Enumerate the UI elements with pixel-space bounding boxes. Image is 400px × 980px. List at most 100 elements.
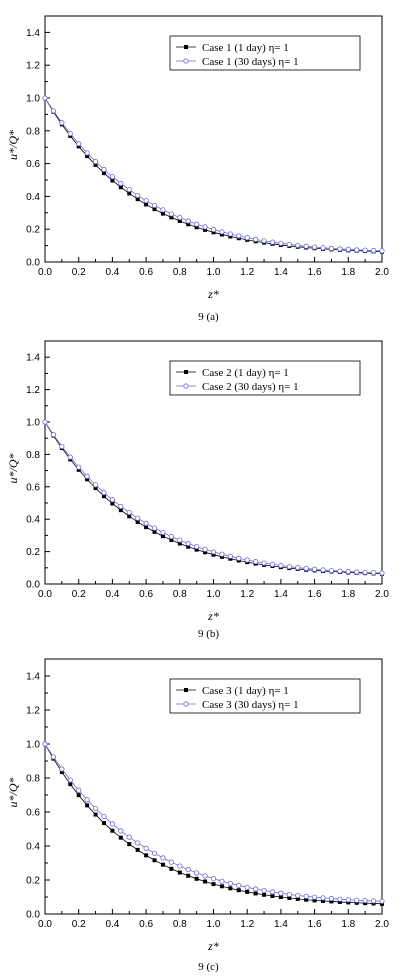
data-point <box>262 892 267 897</box>
legend: Case 1 (1 day) η= 1 Case 1 (30 days) η= 1 <box>169 35 361 71</box>
data-point <box>370 570 377 576</box>
data-point <box>278 562 284 569</box>
data-point <box>92 805 99 812</box>
data-point <box>278 895 283 899</box>
figure-caption: 9 (a) <box>198 311 219 323</box>
data-point <box>126 834 132 840</box>
x-tick-label: 0.4 <box>105 919 119 930</box>
x-tick-label: 2.0 <box>375 267 389 278</box>
data-point <box>312 898 317 903</box>
data-point <box>177 219 182 223</box>
data-point <box>286 891 292 898</box>
data-point <box>160 211 165 216</box>
y-tick-label: 1.4 <box>26 28 40 39</box>
data-point <box>354 569 360 575</box>
data-point <box>109 821 116 827</box>
data-point <box>261 887 267 894</box>
data-point <box>144 525 149 530</box>
data-point <box>337 246 343 252</box>
y-axis-title: u*/Q* <box>6 454 20 484</box>
data-point <box>286 241 292 248</box>
data-point <box>245 889 250 894</box>
data-point <box>160 862 165 867</box>
data-point <box>311 244 318 250</box>
data-point <box>295 896 300 901</box>
data-point <box>186 873 191 878</box>
x-tick-label: 2.0 <box>375 919 389 930</box>
data-point <box>160 529 166 536</box>
data-point <box>169 215 174 220</box>
data-point <box>345 897 351 903</box>
data-point <box>261 560 267 566</box>
chart-panel: 0.0 0.2 0.4 0.6 0.8 1.0 1.2 1.4 1.6 1.8 2.0 0.0 0.2 0… <box>6 658 389 973</box>
data-point <box>379 570 385 576</box>
data-point <box>135 840 141 846</box>
data-point <box>320 895 326 901</box>
data-point <box>42 95 48 101</box>
data-point <box>168 859 174 865</box>
x-tick-label: 0.0 <box>38 267 52 278</box>
data-point <box>151 850 158 856</box>
data-point <box>270 893 275 898</box>
y-tick-label: 0.8 <box>26 774 40 785</box>
data-point <box>92 482 99 488</box>
y-tick-label: 0.0 <box>26 258 40 269</box>
legend-box <box>169 360 361 396</box>
legend-label: Case 2 (1 day) η= 1 <box>202 367 289 379</box>
x-tick-label: 0.6 <box>139 589 153 600</box>
data-point <box>67 777 73 783</box>
x-tick-label: 1.6 <box>308 267 322 278</box>
data-point <box>127 514 132 519</box>
data-point <box>110 501 115 506</box>
data-point <box>152 207 157 212</box>
series-30-days <box>42 95 385 254</box>
x-tick-label: 1.8 <box>341 267 355 278</box>
data-point <box>144 853 149 858</box>
data-point <box>85 154 90 159</box>
data-point <box>135 519 140 524</box>
data-point <box>311 894 318 900</box>
data-point <box>329 899 334 904</box>
data-point <box>152 858 157 863</box>
data-point <box>253 559 259 565</box>
y-tick-label: 1.4 <box>26 672 40 683</box>
y-tick-label: 1.2 <box>26 61 40 72</box>
data-point <box>59 443 65 450</box>
x-tick-label: 1.2 <box>240 919 254 930</box>
y-axis-title: u*/Q* <box>6 778 20 808</box>
y-tick-label: 0.2 <box>26 547 40 558</box>
data-point <box>110 828 115 833</box>
data-point <box>126 187 132 193</box>
data-point <box>320 245 326 251</box>
data-point <box>135 515 141 521</box>
x-tick-label: 1.0 <box>207 589 221 600</box>
x-tick-label: 1.0 <box>207 919 221 930</box>
legend-marker <box>183 383 189 389</box>
data-point <box>219 884 224 889</box>
data-point <box>177 870 182 875</box>
y-tick-label: 0.8 <box>26 450 40 461</box>
data-point <box>320 567 326 573</box>
data-point <box>253 236 259 242</box>
x-tick-label: 1.2 <box>240 589 254 600</box>
data-point <box>84 473 90 479</box>
data-point <box>186 544 191 549</box>
y-tick-label: 0.0 <box>26 910 40 921</box>
data-point <box>85 477 90 482</box>
data-point <box>244 235 250 241</box>
data-point <box>76 144 81 149</box>
legend-label: Case 3 (30 days) η= 1 <box>202 699 299 711</box>
data-point <box>50 108 57 114</box>
legend-label: Case 1 (30 days) η= 1 <box>202 56 299 68</box>
x-tick-label: 0.0 <box>38 919 52 930</box>
data-point <box>354 247 360 253</box>
legend-label: Case 2 (30 days) η= 1 <box>202 381 299 393</box>
x-tick-label: 0.4 <box>105 589 119 600</box>
data-point <box>76 793 81 798</box>
y-tick-label: 0.0 <box>26 580 40 591</box>
data-point <box>236 882 242 889</box>
data-point <box>370 898 377 904</box>
data-point <box>337 896 343 902</box>
data-point <box>303 243 309 249</box>
data-point <box>59 766 65 772</box>
